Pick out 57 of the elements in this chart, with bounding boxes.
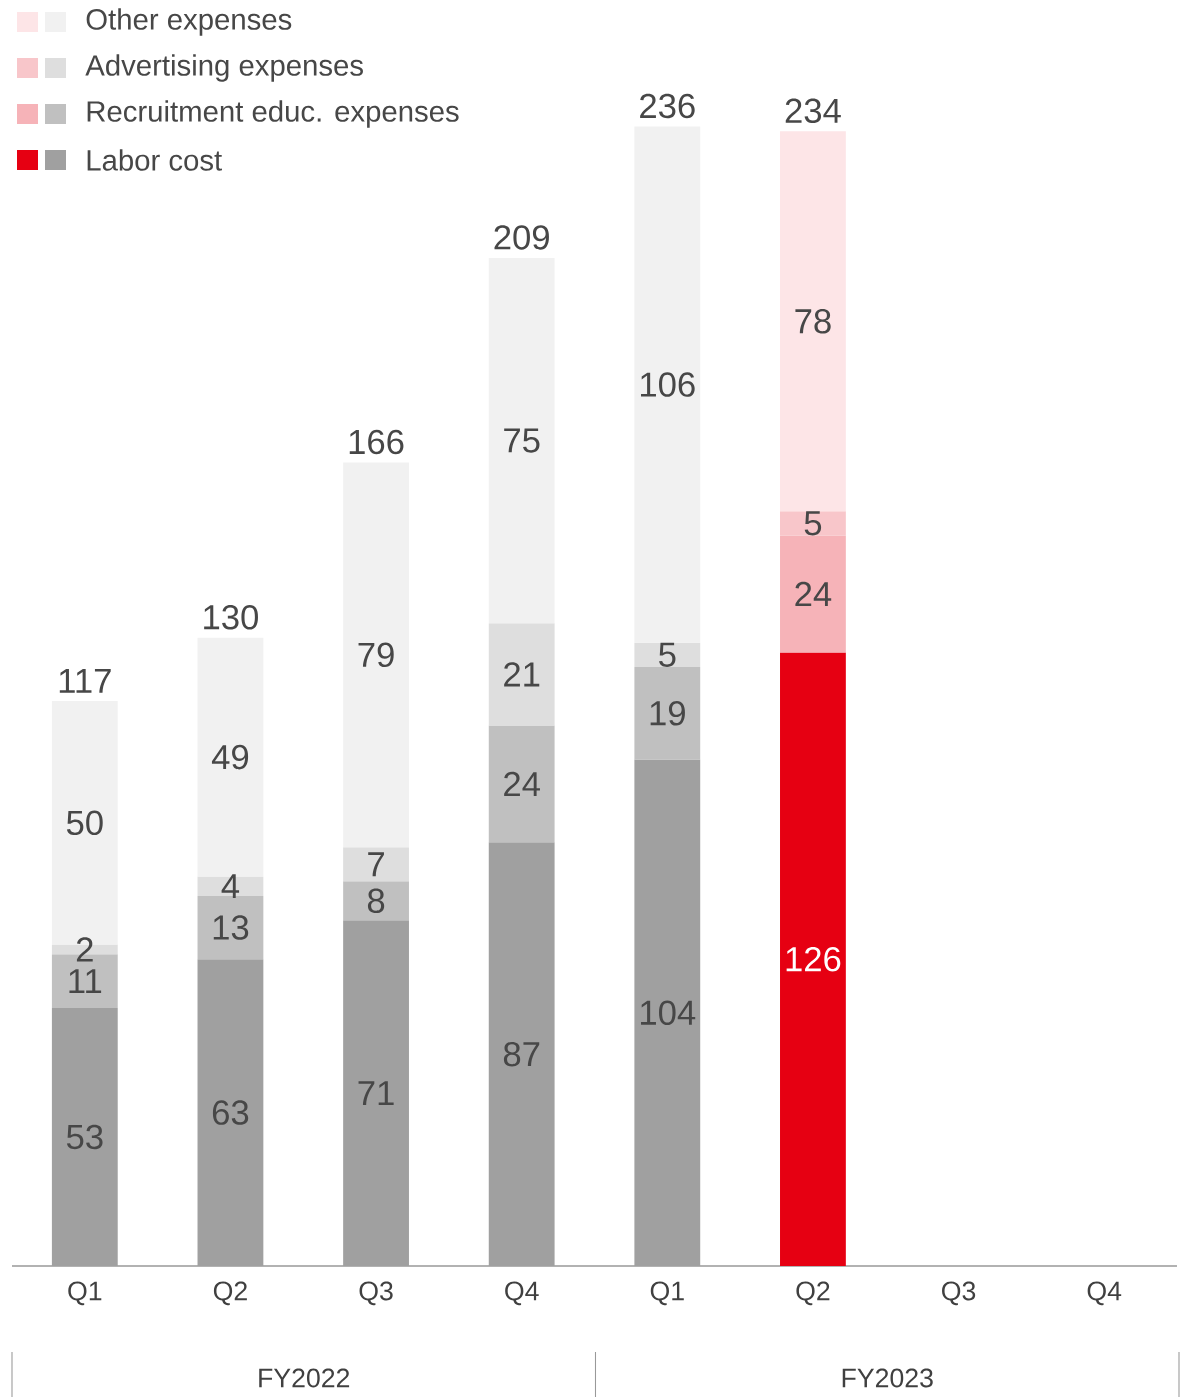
data-label: 79 <box>358 642 394 668</box>
bar <box>488 623 555 726</box>
bar <box>197 876 264 896</box>
data-label: 71 <box>358 1081 394 1106</box>
data-label: 104 <box>641 1000 696 1026</box>
bar <box>780 511 846 536</box>
bar <box>343 847 409 882</box>
data-label: 5 <box>804 511 822 536</box>
data-label: 19 <box>650 701 685 726</box>
data-label: 50 <box>66 810 103 836</box>
total-label: 236 <box>640 93 695 119</box>
legend-label: Advertising expenses <box>85 54 363 82</box>
total-label: 130 <box>204 604 258 630</box>
bar <box>488 257 555 624</box>
bar <box>634 667 701 760</box>
text: FY2022 <box>259 1368 350 1388</box>
total-label: 166 <box>349 429 404 455</box>
bar <box>780 652 846 1266</box>
data-label: 11 <box>69 969 102 994</box>
x-tick-label: Q2 <box>796 1281 830 1306</box>
legend-label: Labor cost <box>87 149 222 171</box>
data-label: 13 <box>213 915 249 940</box>
x-tick-label: Q3 <box>942 1281 976 1306</box>
data-label: 75 <box>504 428 540 453</box>
data-label: 24 <box>504 771 540 796</box>
data-label: 49 <box>211 744 249 770</box>
x-tick-label: Q1 <box>650 1281 684 1306</box>
data-label: 78 <box>795 308 831 334</box>
bar <box>780 131 846 512</box>
data-label: 63 <box>212 1100 249 1125</box>
legend-label: Other expenses <box>86 8 292 36</box>
x-tick-label: Q4 <box>1087 1281 1122 1306</box>
bar <box>488 725 555 843</box>
x-tick-label: Q4 <box>505 1281 539 1306</box>
bar <box>780 535 846 653</box>
data-label: 106 <box>641 372 695 397</box>
total-label: 209 <box>494 225 549 250</box>
bar <box>634 126 701 643</box>
data-label: 4 <box>221 874 240 899</box>
bar <box>343 881 409 921</box>
text: FY2023 <box>842 1368 933 1388</box>
data-label: 53 <box>66 1124 103 1150</box>
total-label: 117 <box>59 668 111 693</box>
x-tick-label: Q2 <box>213 1281 247 1306</box>
data-label: 5 <box>659 642 676 667</box>
data-label: 7 <box>368 852 384 877</box>
data-label: 8 <box>367 888 385 914</box>
data-label: 21 <box>504 662 540 687</box>
total-label: 234 <box>785 98 841 124</box>
x-tick-label: Q1 <box>68 1281 102 1306</box>
data-label: 87 <box>503 1041 540 1067</box>
data-label: 2 <box>76 937 93 962</box>
data-label: 24 <box>795 581 832 607</box>
legend-label: Recruitment educ. expenses <box>87 100 459 128</box>
x-tick-label: Q3 <box>359 1281 393 1306</box>
bar <box>343 462 409 848</box>
data-label: 126 <box>786 946 841 972</box>
